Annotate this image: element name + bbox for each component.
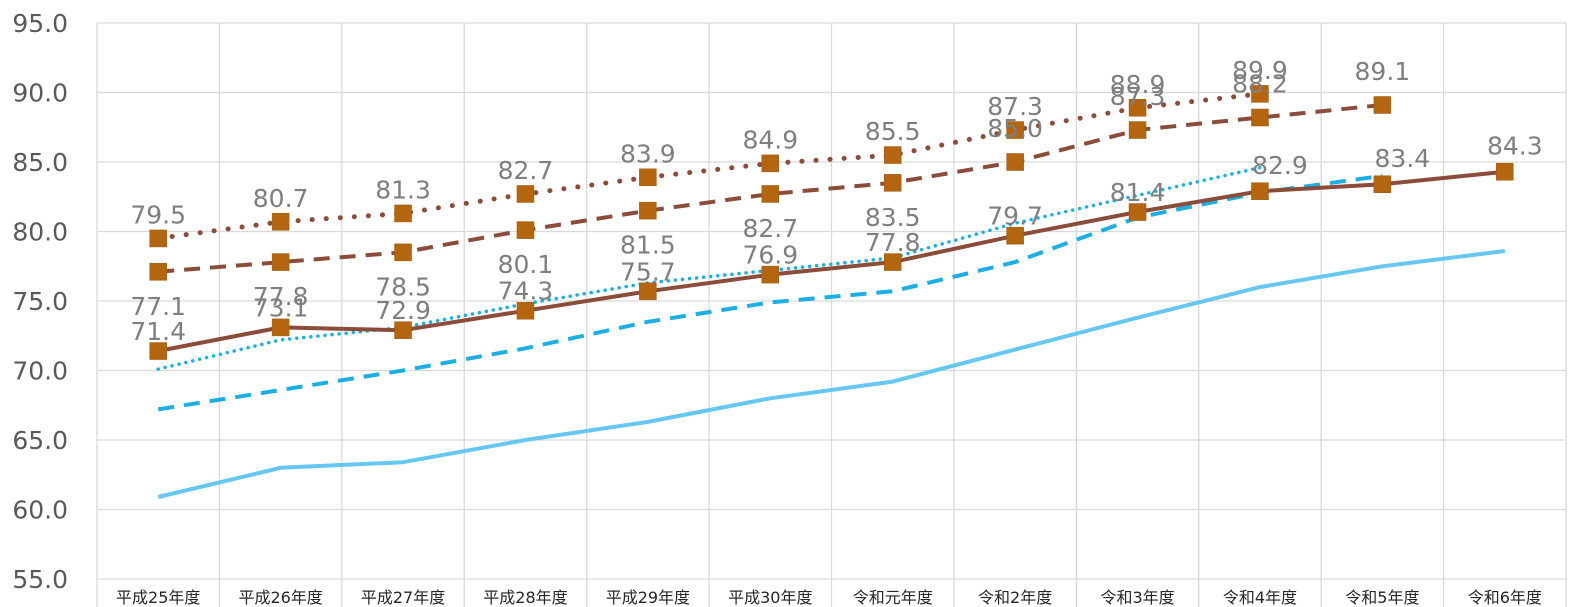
data-marker-series-0 <box>1128 99 1147 117</box>
data-marker-series-2 <box>1373 175 1392 193</box>
data-label-series-2: 83.4 <box>1375 144 1431 173</box>
x-tick-label: 令和元年度 <box>853 588 933 607</box>
data-marker-series-1 <box>883 174 902 192</box>
data-marker-series-1 <box>639 201 657 220</box>
data-marker-series-0 <box>516 185 535 203</box>
data-marker-series-0 <box>1006 121 1024 139</box>
data-label-series-1: 80.1 <box>498 250 554 279</box>
data-label-series-2: 73.1 <box>253 293 309 322</box>
series-line-2 <box>157 169 1506 353</box>
data-label-series-1: 89.1 <box>1355 57 1411 86</box>
data-label-series-2: 71.4 <box>130 317 186 346</box>
data-label-series-0: 85.5 <box>865 117 921 146</box>
x-tick-label: 令和6年度 <box>1468 588 1542 607</box>
y-tick-label: 85.0 <box>12 148 68 177</box>
data-label-series-1: 88.2 <box>1232 70 1288 99</box>
x-tick-label: 平成30年度 <box>728 588 812 607</box>
data-label-series-0: 83.9 <box>620 139 676 168</box>
data-label-series-2: 72.9 <box>375 296 431 325</box>
x-tick-label: 令和3年度 <box>1100 588 1174 607</box>
data-marker-series-1 <box>1006 153 1024 171</box>
data-label-series-0: 89.9 <box>1232 56 1288 85</box>
data-marker-series-0 <box>149 229 167 248</box>
data-marker-series-0 <box>639 168 657 187</box>
data-marker-series-2 <box>1128 203 1147 221</box>
data-marker-series-2 <box>761 265 780 284</box>
data-marker-series-1 <box>394 243 412 262</box>
data-labels: 79.580.7 81.382.783.9 84.9 85.587.388.9 89.9… <box>130 56 1542 346</box>
x-tick-label: 令和5年度 <box>1345 588 1419 607</box>
y-tick-label: 60.0 <box>12 496 68 525</box>
data-marker-series-2 <box>394 321 412 339</box>
x-tick-label: 令和2年度 <box>978 588 1052 607</box>
data-label-series-2: 77.8 <box>865 228 921 257</box>
data-marker-series-2 <box>639 282 657 301</box>
data-marker-series-0 <box>394 204 412 223</box>
x-tick-label: 平成25年度 <box>116 588 200 607</box>
data-marker-series-1 <box>1373 96 1392 114</box>
data-marker-series-1 <box>1128 121 1147 139</box>
x-tick-label: 平成29年度 <box>606 588 690 607</box>
series-markers <box>149 85 1514 360</box>
series-line-3 <box>156 165 1262 371</box>
series-line-0 <box>155 91 1263 241</box>
y-tick-label: 80.0 <box>12 218 68 247</box>
x-tick-label: 平成28年度 <box>483 588 567 607</box>
data-label-series-2: 79.7 <box>987 202 1043 231</box>
data-marker-series-1 <box>149 263 167 281</box>
data-label-series-1: 81.5 <box>620 231 676 260</box>
data-marker-series-0 <box>1251 85 1269 103</box>
data-label-series-2: 74.3 <box>498 277 554 306</box>
data-marker-series-2 <box>149 342 167 360</box>
x-tick-label: 令和4年度 <box>1223 588 1297 607</box>
y-tick-label: 75.0 <box>12 287 68 316</box>
data-label-series-1: 83.5 <box>865 203 921 232</box>
data-label-series-0: 79.5 <box>130 200 186 229</box>
data-label-series-1: 85.0 <box>987 114 1043 143</box>
series-lines <box>155 91 1506 499</box>
data-label-series-2: 81.4 <box>1110 178 1166 207</box>
data-label-series-0: 87.3 <box>987 92 1043 121</box>
data-marker-series-2 <box>883 253 902 271</box>
series-line-5 <box>157 249 1506 499</box>
data-label-series-1: 77.1 <box>130 292 186 321</box>
y-tick-label: 70.0 <box>12 357 68 386</box>
data-marker-series-2 <box>1496 162 1514 181</box>
data-marker-series-2 <box>1251 182 1269 200</box>
data-marker-series-2 <box>1006 226 1024 245</box>
data-marker-series-0 <box>761 154 780 173</box>
series-line-4 <box>157 173 1383 412</box>
data-label-series-2: 75.7 <box>620 257 676 286</box>
data-marker-series-0 <box>271 213 290 231</box>
data-marker-series-1 <box>761 185 780 203</box>
data-label-series-0: 84.9 <box>742 125 798 154</box>
data-marker-series-2 <box>516 301 535 320</box>
data-label-series-1: 77.8 <box>253 282 309 311</box>
data-marker-series-0 <box>883 146 902 164</box>
data-label-series-0: 88.9 <box>1110 70 1166 99</box>
x-tick-label: 平成27年度 <box>361 588 445 607</box>
data-marker-series-1 <box>271 253 290 271</box>
data-label-series-0: 82.7 <box>498 156 554 185</box>
data-label-series-1: 87.3 <box>1110 82 1166 111</box>
x-tick-label: 平成26年度 <box>238 588 322 607</box>
data-marker-series-1 <box>1251 108 1269 127</box>
y-tick-label: 90.0 <box>12 79 68 108</box>
data-label-series-2: 76.9 <box>742 241 798 270</box>
data-label-series-0: 80.7 <box>253 184 309 213</box>
data-label-series-1: 82.7 <box>742 214 798 243</box>
data-label-series-1: 78.5 <box>375 272 431 301</box>
y-tick-label: 65.0 <box>12 426 68 455</box>
data-marker-series-1 <box>516 221 535 239</box>
y-tick-label: 95.0 <box>12 9 68 38</box>
data-marker-series-2 <box>271 318 290 337</box>
data-label-series-0: 81.3 <box>375 175 431 204</box>
axes: 55.0 60.0 65.0 70.0 75.0 80.0 85.0 90.0 95.0 平成25… <box>12 9 1542 607</box>
y-tick-label: 55.0 <box>12 565 68 594</box>
data-label-series-2: 84.3 <box>1487 132 1543 161</box>
data-label-series-2: 82.9 <box>1252 151 1308 180</box>
